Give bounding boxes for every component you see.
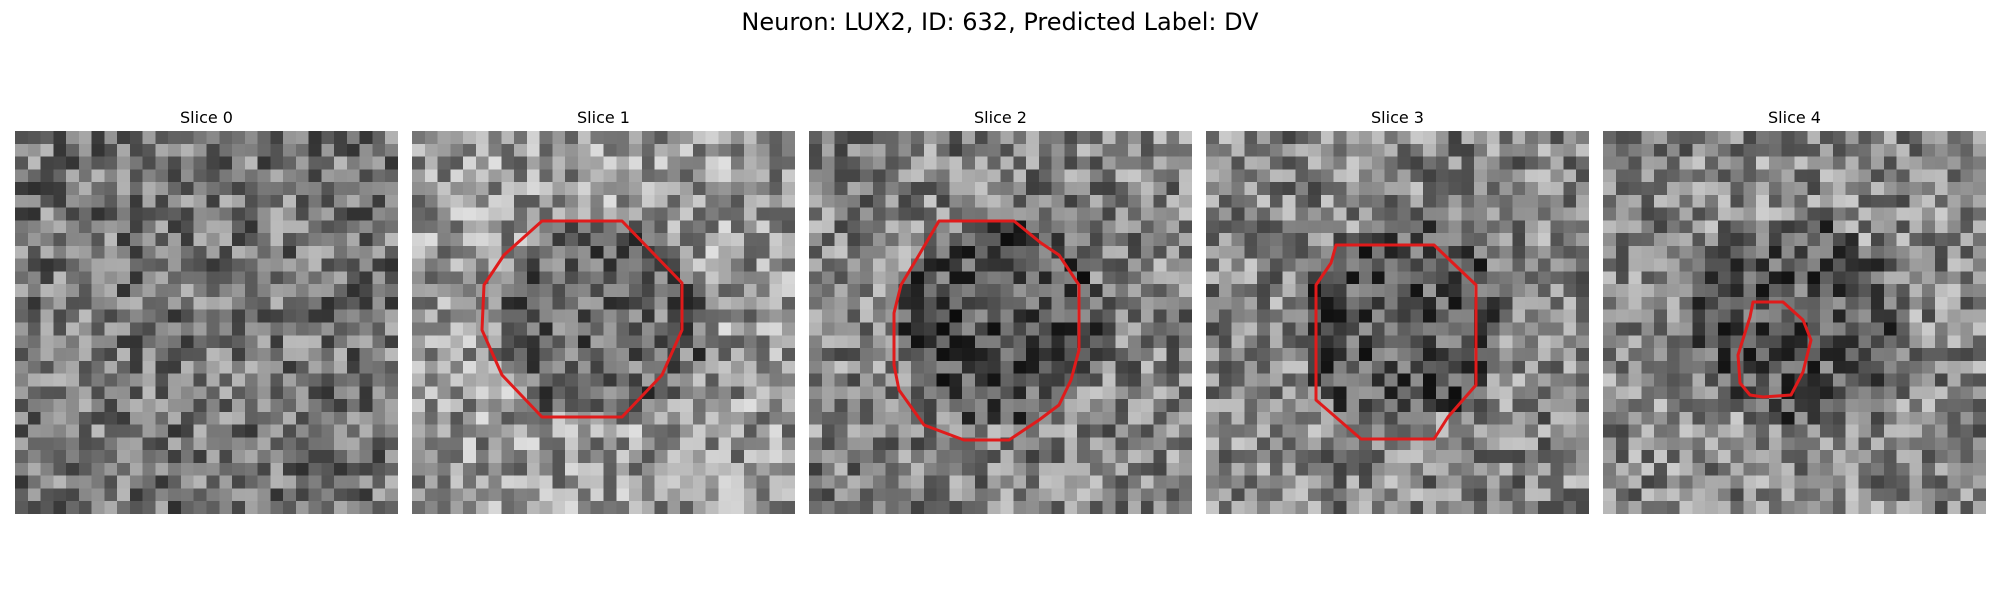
slice-image [412,131,795,514]
slice-title: Slice 4 [1768,108,1821,127]
slice-image [809,131,1192,514]
slice-title: Slice 2 [974,108,1027,127]
slice-panel-2: Slice 2 [809,105,1192,514]
slice-image [1206,131,1589,514]
slice-image [15,131,398,514]
figure-title: Neuron: LUX2, ID: 632, Predicted Label: … [741,8,1259,36]
slice-panel-4: Slice 4 [1603,105,1986,514]
slice-title: Slice 0 [180,108,233,127]
slice-title: Slice 3 [1371,108,1424,127]
slice-panel-3: Slice 3 [1206,105,1589,514]
neuron-contour [480,219,684,419]
neuron-contour [1314,243,1478,441]
slice-title: Slice 1 [577,108,630,127]
slice-panel-0: Slice 0 [15,105,398,514]
slice-panel-1: Slice 1 [412,105,795,514]
neuron-contour [1736,300,1813,399]
slice-image [1603,131,1986,514]
neuron-contour [892,219,1081,442]
